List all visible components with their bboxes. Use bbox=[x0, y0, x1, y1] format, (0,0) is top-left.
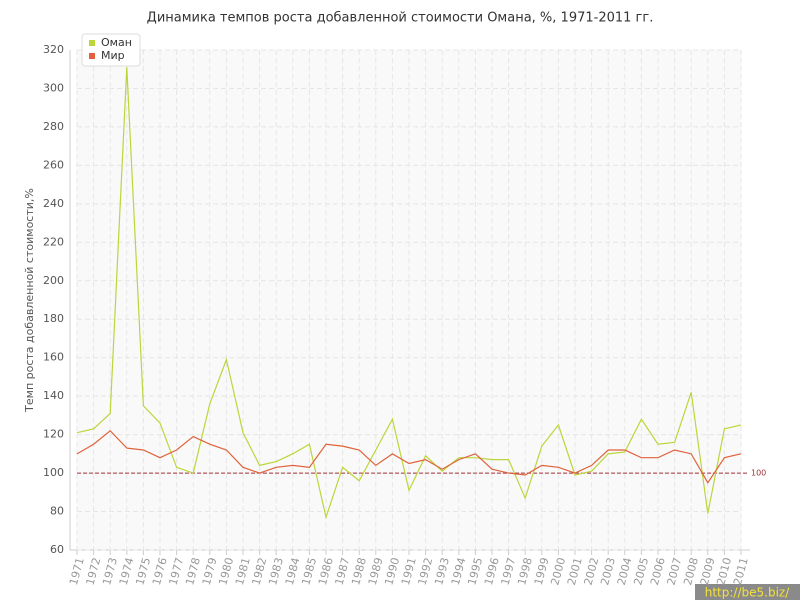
legend-label: Мир bbox=[101, 49, 125, 62]
y-tick-label: 220 bbox=[43, 235, 64, 248]
watermark-box bbox=[695, 584, 800, 600]
y-tick-label: 60 bbox=[50, 543, 64, 556]
reference-label: 100 bbox=[751, 469, 766, 478]
y-tick-label: 300 bbox=[43, 81, 64, 94]
x-tick-label: 2011 bbox=[731, 556, 751, 586]
y-tick-label: 260 bbox=[43, 158, 64, 171]
legend-label: Оман bbox=[101, 36, 132, 49]
y-tick-label: 280 bbox=[43, 120, 64, 133]
legend-swatch bbox=[89, 40, 95, 46]
watermark: http://be5.biz/ bbox=[705, 586, 790, 600]
y-axis-label: Темп роста добавленной стоимости,% bbox=[23, 188, 36, 413]
chart-title: Динамика темпов роста добавленной стоимо… bbox=[147, 11, 654, 26]
y-tick-label: 80 bbox=[50, 505, 64, 518]
y-tick-label: 100 bbox=[43, 466, 64, 479]
y-tick-label: 120 bbox=[43, 428, 64, 441]
legend-box bbox=[81, 33, 141, 67]
y-tick-label: 160 bbox=[43, 351, 64, 364]
y-tick-label: 320 bbox=[43, 43, 64, 56]
series-line bbox=[76, 67, 742, 520]
legend-swatch bbox=[89, 53, 95, 59]
y-tick-label: 240 bbox=[43, 197, 64, 210]
y-tick-label: 200 bbox=[43, 274, 64, 287]
y-tick-label: 180 bbox=[43, 312, 64, 325]
y-tick-label: 140 bbox=[43, 389, 64, 402]
series-line bbox=[76, 429, 742, 484]
